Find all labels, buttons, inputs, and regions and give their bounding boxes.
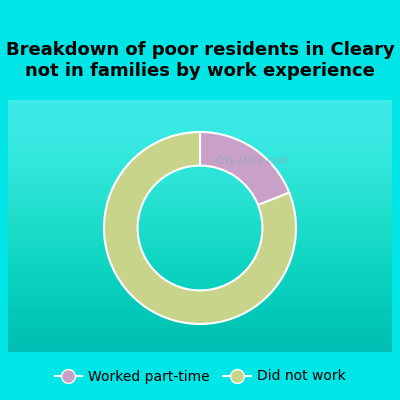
Wedge shape <box>200 132 289 205</box>
Legend: Worked part-time, Did not work: Worked part-time, Did not work <box>49 364 351 389</box>
Text: City-Data.com: City-Data.com <box>216 156 290 166</box>
Text: Breakdown of poor residents in Cleary
not in families by work experience: Breakdown of poor residents in Cleary no… <box>6 41 394 80</box>
Wedge shape <box>104 132 296 324</box>
